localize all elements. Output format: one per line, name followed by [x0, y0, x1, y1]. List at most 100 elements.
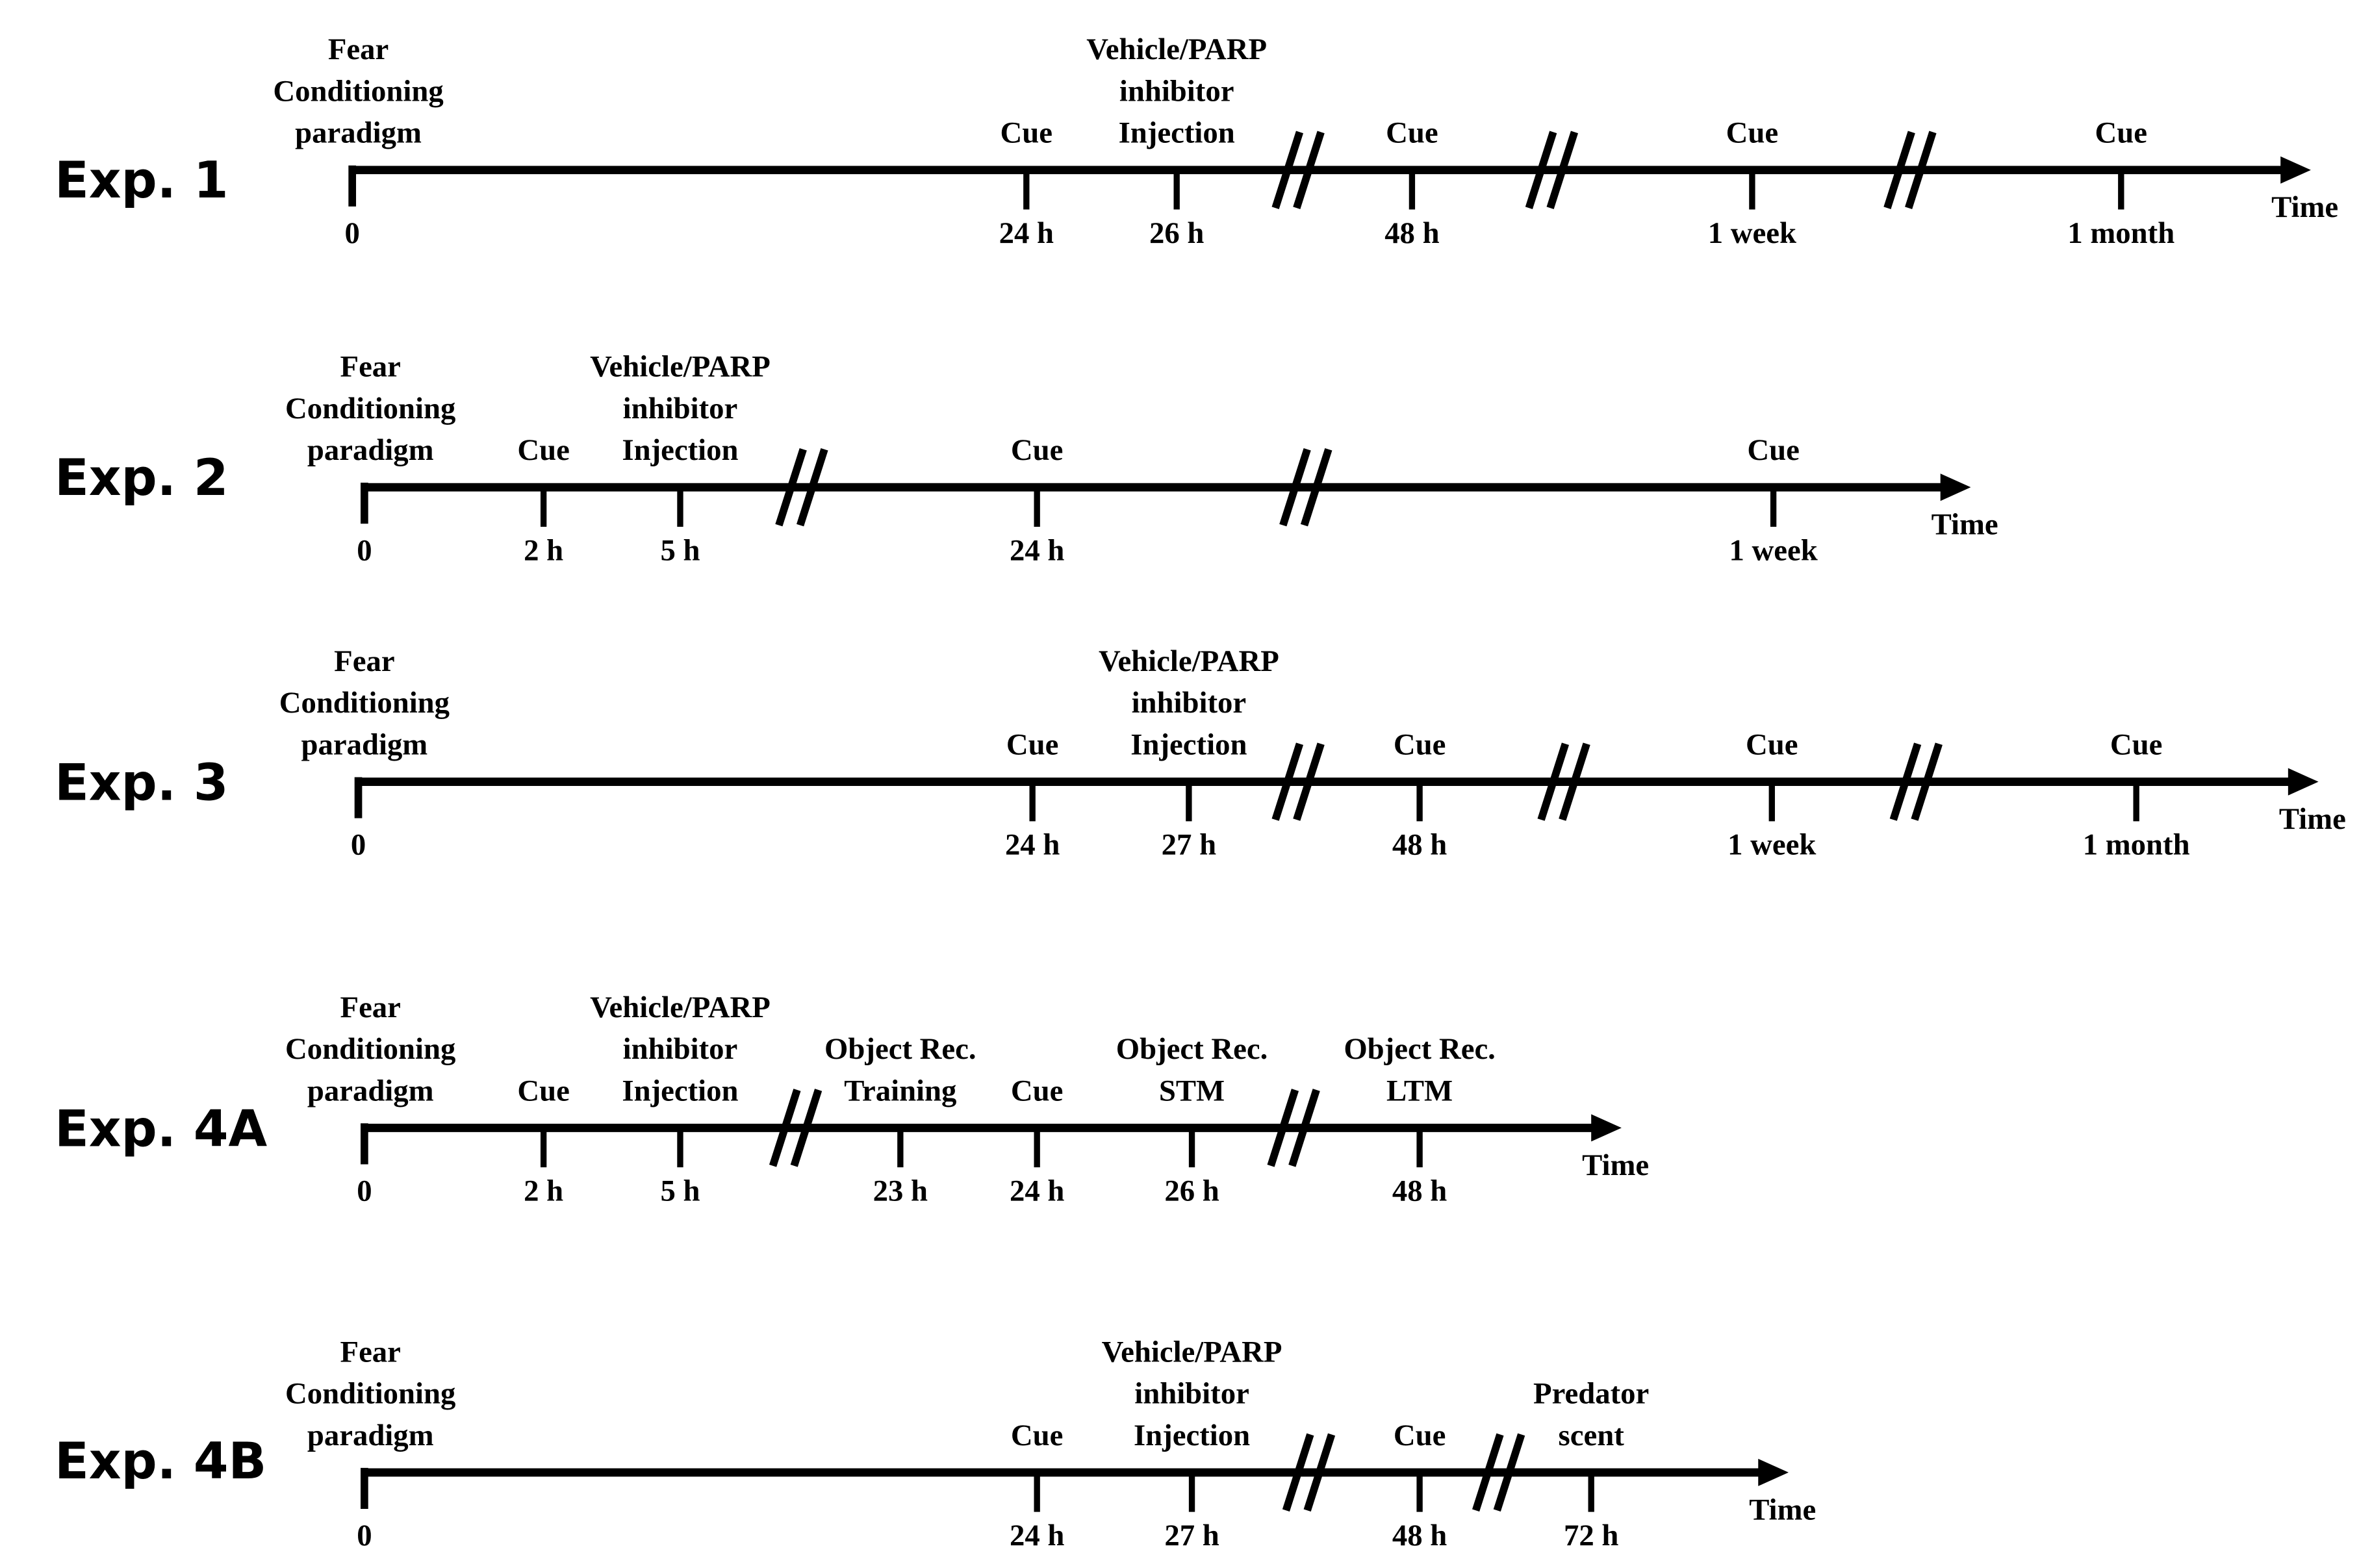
tick-label-1-week: 1 week: [1728, 828, 1816, 862]
event-annotation-text: Cue: [2110, 727, 2163, 761]
tick-label-0: 0: [357, 1519, 372, 1552]
event-annotation-text: LTM: [1386, 1074, 1453, 1107]
event-annotation-text: Fear: [340, 350, 401, 384]
axis-break-mark: [1525, 131, 1557, 209]
event-annotation-text: Vehicle/PARP: [1099, 644, 1279, 678]
axis-break-mark: [1911, 742, 1943, 821]
event-annotation-text: Vehicle/PARP: [1086, 32, 1267, 66]
event-annotation-text: Predator: [1533, 1377, 1649, 1411]
event-annotation-text: Vehicle/PARP: [1102, 1335, 1282, 1369]
experiment-label: Exp. 3: [55, 754, 228, 813]
tick-label-48-h: 48 h: [1392, 828, 1447, 862]
axis-break-mark: [1300, 448, 1333, 527]
event-annotation-text: Cue: [1006, 727, 1059, 761]
tick-label-27-h: 27 h: [1164, 1519, 1219, 1552]
event-annotation-text: Cue: [1386, 116, 1438, 150]
tick-label-26-h: 26 h: [1149, 216, 1204, 250]
timeline-exp-2: Exp. 2 Time 0 Fear Conditioning paradigm 2 h Cu…: [55, 350, 1998, 568]
axis-break-mark: [1282, 1433, 1314, 1512]
tick-label-2-h: 2 h: [524, 533, 563, 567]
axis-break-mark: [1546, 131, 1579, 209]
tick-label-1-month: 1 month: [2083, 828, 2190, 862]
event-annotation-text: paradigm: [307, 1074, 434, 1107]
axis-break-mark: [1267, 1089, 1299, 1167]
tick-label-0: 0: [357, 533, 372, 567]
timeline-exp-1: Exp. 1 Time 0 Fear Conditioning paradigm 24 h C…: [55, 32, 2338, 250]
experiment-label: Exp. 1: [55, 151, 228, 210]
event-annotation-text: Conditioning: [279, 686, 450, 720]
axis-arrowhead-icon: [1758, 1458, 1789, 1486]
event-annotation-text: Cue: [1011, 433, 1064, 467]
event-annotation-text: inhibitor: [1132, 686, 1247, 720]
event-annotation-text: Conditioning: [285, 1377, 455, 1411]
event-annotation-text: Fear: [334, 644, 394, 678]
tick-label-27-h: 27 h: [1162, 828, 1216, 862]
tick-label-24-h: 24 h: [1010, 533, 1064, 567]
axis-break-mark: [797, 448, 828, 527]
event-annotation-text: Fear: [340, 1335, 401, 1369]
axis-break-mark: [775, 448, 807, 527]
event-annotation-text: inhibitor: [1134, 1377, 1249, 1411]
event-annotation-text: Vehicle/PARP: [590, 991, 771, 1024]
event-annotation-text: Cue: [1394, 727, 1446, 761]
event-annotation-text: paradigm: [307, 1419, 434, 1452]
event-annotation-text: scent: [1559, 1419, 1625, 1452]
axis-break-mark: [1293, 131, 1325, 209]
event-annotation-text: Cue: [517, 1074, 570, 1107]
event-annotation-text: Cue: [2095, 116, 2148, 150]
event-annotation-text: Cue: [1011, 1074, 1064, 1107]
tick-label-48-h: 48 h: [1392, 1519, 1447, 1552]
event-annotation-text: paradigm: [295, 116, 422, 150]
event-annotation-text: Fear: [328, 32, 389, 66]
timeline-exp-3: Exp. 3 Time 0 Fear Conditioning paradigm 24 h C…: [55, 644, 2346, 862]
tick-label-1-week: 1 week: [1708, 216, 1796, 250]
event-annotation-text: Cue: [1011, 1419, 1064, 1452]
event-annotation-text: paradigm: [307, 433, 434, 467]
axis-time-label: Time: [2271, 190, 2338, 224]
tick-label-24-h: 24 h: [999, 216, 1054, 250]
tick-label-48-h: 48 h: [1392, 1174, 1447, 1208]
axis-arrowhead-icon: [2288, 768, 2319, 796]
tick-label-24-h: 24 h: [1010, 1174, 1064, 1208]
event-annotation-text: inhibitor: [623, 392, 738, 425]
axis-break-mark: [1271, 742, 1304, 821]
axis-break-mark: [1905, 131, 1937, 209]
event-annotation-text: Cue: [1001, 116, 1053, 150]
event-annotation-text: Cue: [1746, 727, 1798, 761]
timeline-exp-4b: Exp. 4B Time 0 Fear Conditioning paradigm 24 h…: [55, 1335, 1816, 1552]
event-annotation-text: Object Rec.: [1344, 1032, 1496, 1066]
event-annotation-text: paradigm: [301, 727, 428, 761]
tick-label-0: 0: [351, 828, 366, 862]
tick-label-24-h: 24 h: [1005, 828, 1060, 862]
axis-break-mark: [790, 1089, 823, 1167]
event-annotation-text: Injection: [1130, 727, 1247, 761]
event-annotation-text: STM: [1159, 1074, 1225, 1107]
axis-break-mark: [1293, 742, 1325, 821]
tick-label-0: 0: [357, 1174, 372, 1208]
event-annotation-text: Fear: [340, 991, 401, 1024]
tick-label-2-h: 2 h: [524, 1174, 563, 1208]
event-annotation-text: Conditioning: [273, 74, 443, 108]
axis-break-mark: [1288, 1089, 1320, 1167]
tick-label-1-week: 1 week: [1729, 533, 1817, 567]
axis-break-mark: [1559, 742, 1590, 821]
event-annotation-text: Conditioning: [285, 392, 455, 425]
timeline-exp-4a: Exp. 4A Time 0 Fear Conditioning paradigm 2 h C…: [55, 991, 1649, 1208]
event-annotation-text: Injection: [1119, 116, 1235, 150]
tick-label-72-h: 72 h: [1564, 1519, 1618, 1552]
event-annotation-text: Training: [844, 1074, 956, 1107]
event-annotation-text: Injection: [622, 433, 738, 467]
axis-time-label: Time: [1582, 1148, 1649, 1182]
axis-break-mark: [1889, 742, 1922, 821]
tick-label-1-month: 1 month: [2067, 216, 2174, 250]
axis-time-label: Time: [1749, 1493, 1816, 1526]
event-annotation-text: Conditioning: [285, 1032, 455, 1066]
event-annotation-text: Injection: [1134, 1419, 1250, 1452]
tick-label-24-h: 24 h: [1010, 1519, 1064, 1552]
event-annotation-text: Object Rec.: [824, 1032, 976, 1066]
event-annotation-text: inhibitor: [623, 1032, 738, 1066]
event-annotation-text: Injection: [622, 1074, 738, 1107]
axis-break-mark: [1883, 131, 1915, 209]
experiment-label: Exp. 2: [55, 449, 228, 507]
